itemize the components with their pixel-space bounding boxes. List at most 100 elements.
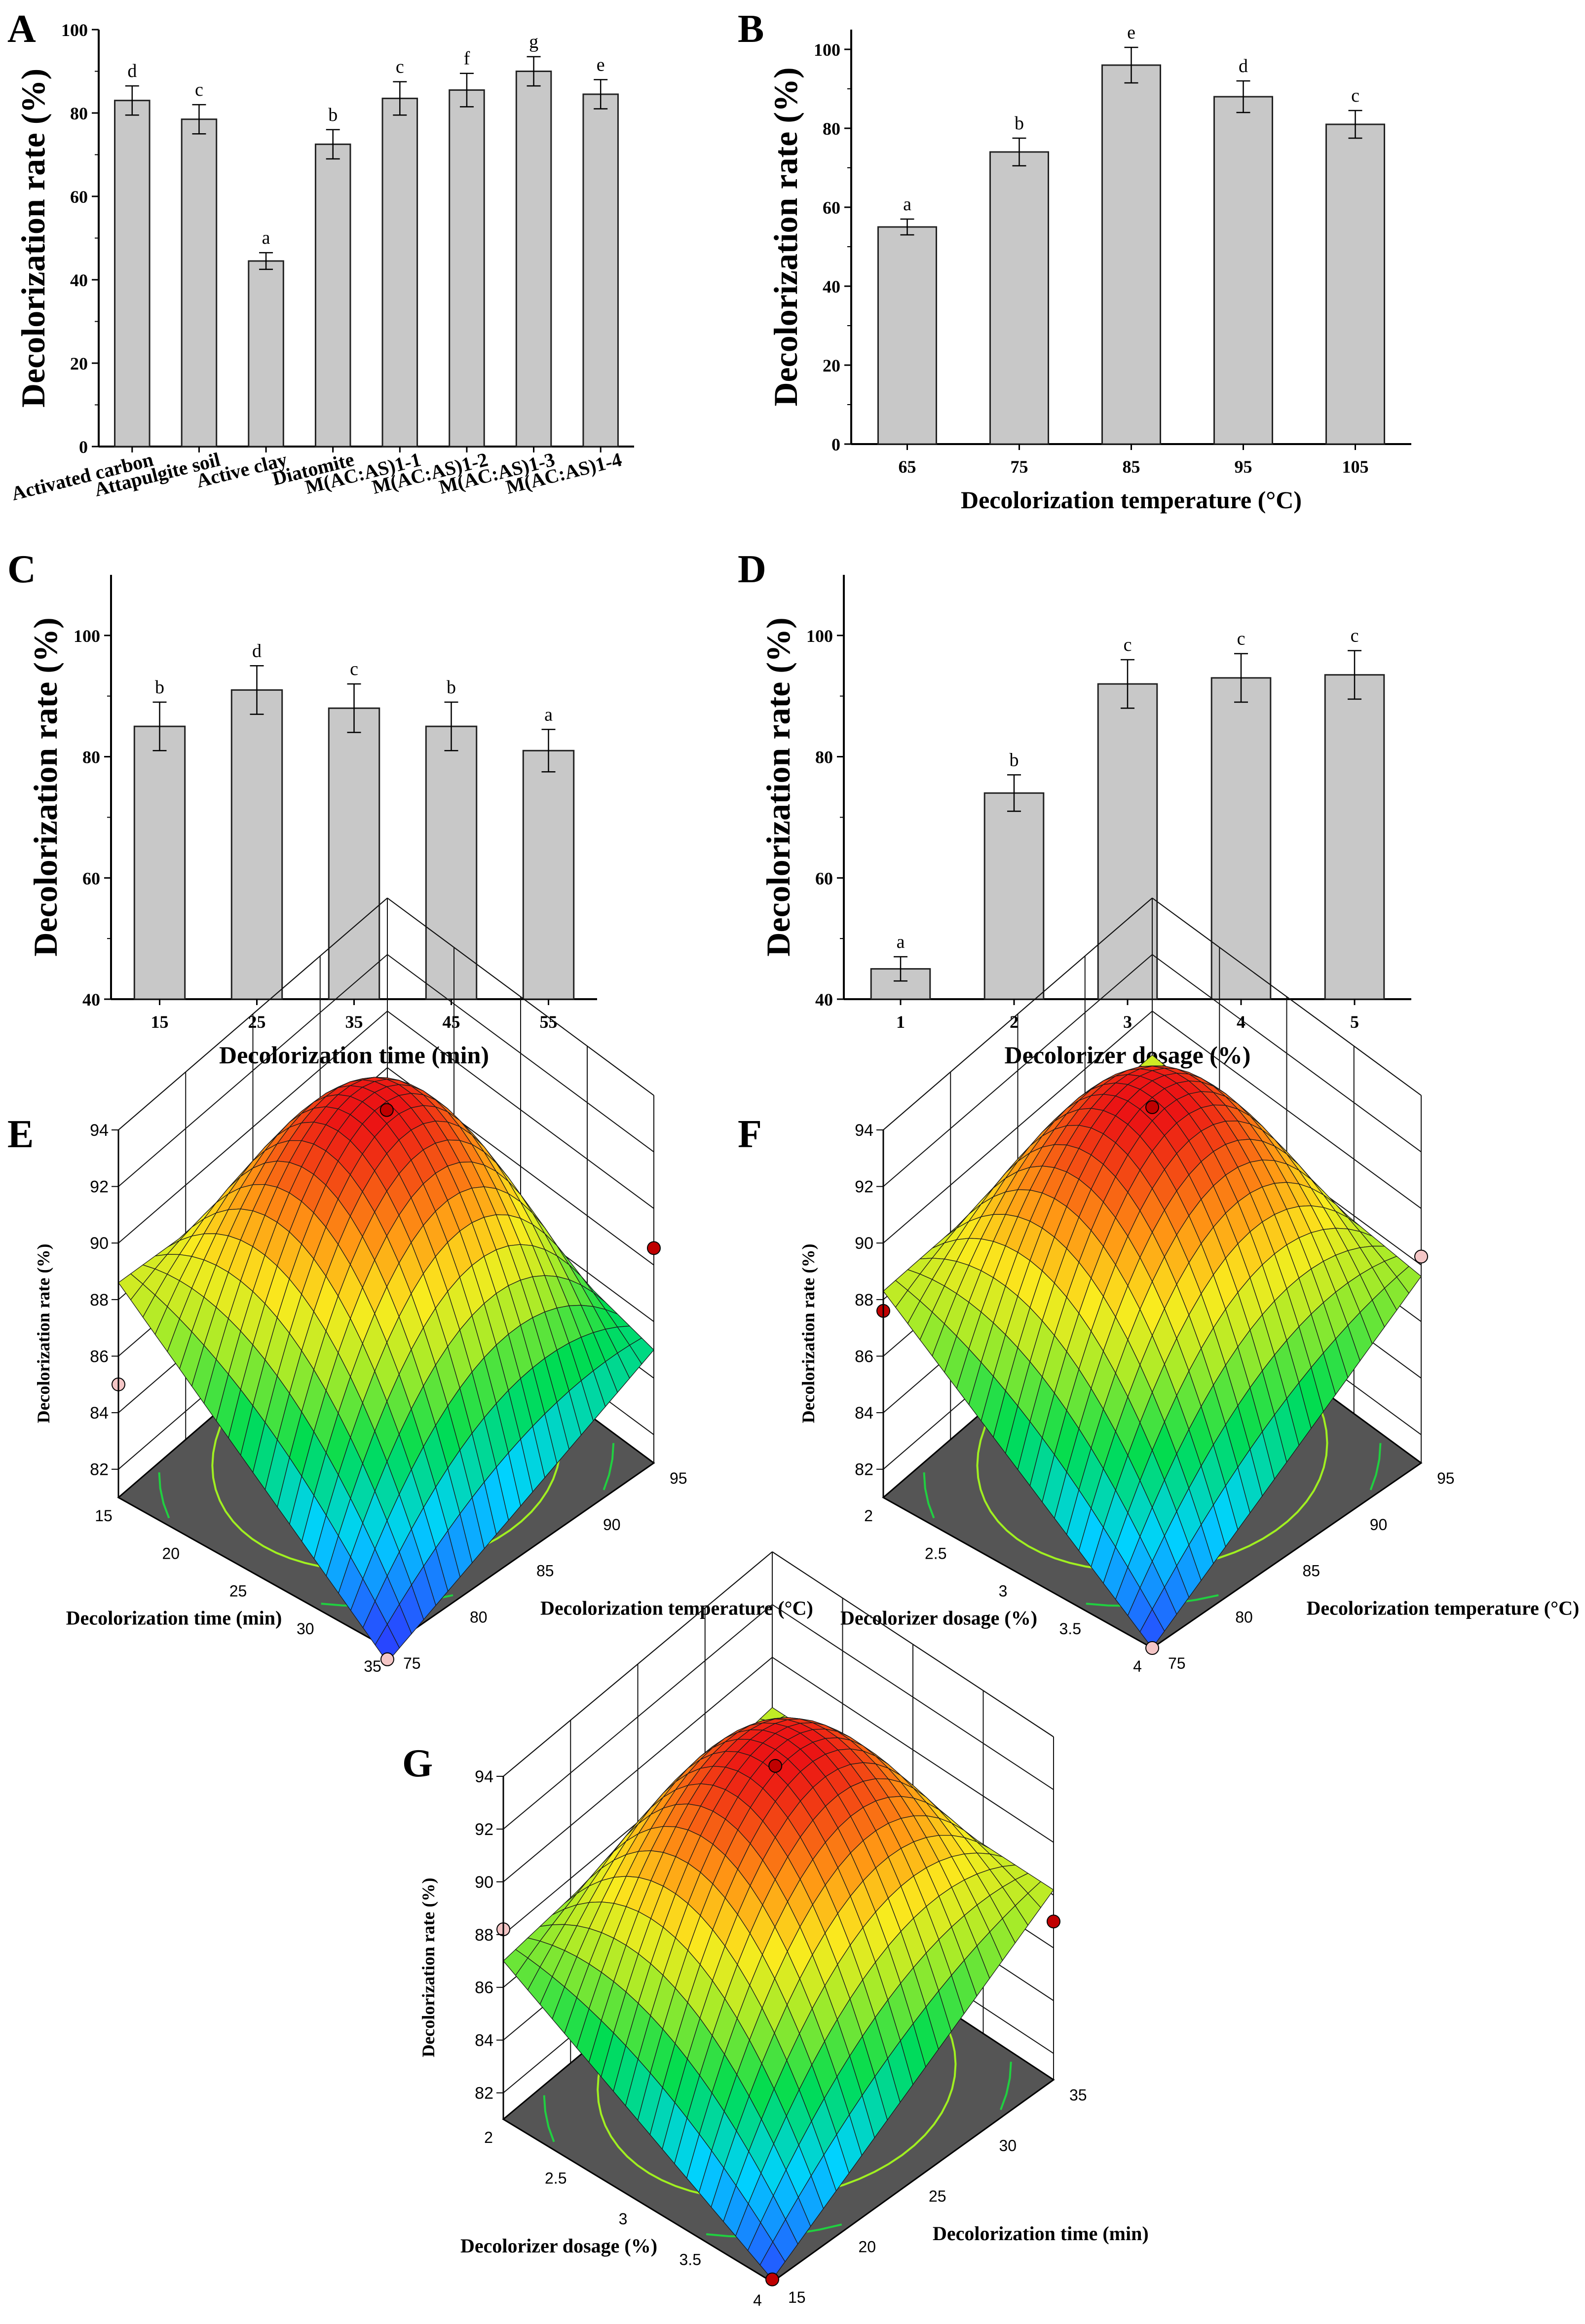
wall-grid-line [387,954,654,1153]
y-tick-label: 60 [815,868,833,888]
y-tick-label: 60 [70,187,88,207]
x-tick-label: 2 [864,1507,873,1525]
x-tick-label: 3.5 [1059,1620,1081,1638]
z-tick-label: 86 [855,1347,873,1366]
z-tick-label: 92 [90,1178,109,1197]
bar [328,707,380,1000]
x-tick-label: 3 [1123,1012,1132,1032]
bar [230,689,283,1000]
wall-grid-line [387,1011,654,1209]
panel-d: D 40 60 80 100 Decolorization rate (%) a 1 b 2 c 3 c… [738,548,1411,1069]
z-tick-label: 84 [855,1404,873,1423]
x-tick-label: 4 [1133,1657,1142,1675]
panel-c: C 40 60 80 100 Decolorization rate (%) b 15 d 25 c… [7,548,597,1069]
y-tick-label: 25 [929,2187,946,2205]
significance-letter: b [1010,750,1019,770]
z-tick-label: 94 [90,1121,109,1140]
y-tick-label: 95 [1437,1469,1455,1487]
x-axis-title: Decolorization time (min) [66,1607,282,1629]
y-tick-label: 100 [74,626,100,646]
x-tick-label: 85 [1123,457,1140,477]
bar [181,118,218,448]
bar [983,792,1045,1000]
contour-line [543,2095,555,2142]
design-point [1145,1100,1159,1114]
y-axis-title: Decolorization rate (%) [759,617,797,956]
wall-grid-line [883,954,1153,1187]
significance-letter: g [529,32,538,52]
x-axis-title: Decolorizer dosage (%) [840,1607,1037,1629]
x-tick-label: 2.5 [925,1544,946,1562]
wall-grid-line [883,1011,1153,1243]
z-tick-label: 82 [855,1461,873,1479]
x-tick-label: 35 [364,1657,381,1675]
contour-line [923,1472,935,1519]
y-tick-label: 95 [670,1469,687,1487]
bar [522,750,575,1000]
significance-letter: c [195,79,203,100]
significance-letter: d [252,640,262,661]
z-tick-label: 94 [855,1121,873,1140]
contour-line [1369,1443,1382,1491]
y-tick-label: 20 [70,354,88,374]
x-tick-label: 1 [896,1012,905,1032]
design-point [1414,1249,1428,1264]
bar [114,100,151,448]
x-tick-label: 15 [95,1507,113,1525]
design-point [1145,1641,1159,1655]
bar [582,93,619,448]
significance-letter: a [903,194,911,215]
significance-letter: a [544,704,553,725]
x-tick-label: 105 [1342,457,1369,477]
y-tick-label: 40 [815,990,833,1010]
design-point [379,1103,394,1117]
panel-label-a: A [7,7,36,51]
significance-letter: c [350,659,358,679]
x-axis-title: Decolorizer dosage (%) [460,2235,657,2257]
y-tick-label: 85 [1303,1562,1321,1580]
significance-letter: c [1124,635,1132,655]
wall-grid-line [503,1551,773,1777]
design-point [380,1652,394,1666]
y-tick-label: 80 [82,748,100,767]
z-axis-title: Decolorization rate (%) [418,1878,438,2058]
significance-letter: a [262,227,270,248]
wall-grid-line [118,954,388,1187]
x-tick-label: 4 [753,2291,762,2309]
z-tick-label: 92 [855,1178,873,1197]
z-tick-label: 82 [90,1461,109,1479]
significance-letter: b [328,105,338,125]
z-tick-label: 86 [90,1347,109,1366]
z-tick-label: 86 [475,1979,493,1997]
significance-letter: d [127,61,137,81]
z-tick-label: 88 [475,1926,493,1945]
x-tick-label: 75 [1011,457,1028,477]
bar [1324,674,1385,1000]
y-tick-label: 100 [806,626,833,646]
z-tick-label: 90 [90,1234,109,1253]
wall-grid-line [883,898,1153,1130]
wall-grid-line [387,898,654,1096]
y-tick-label: 80 [470,1608,488,1626]
significance-letter: f [464,48,470,69]
surface-cell [375,1623,400,1663]
y-tick-label: 20 [823,356,840,375]
y-tick-label: 90 [603,1516,621,1534]
design-point [765,2272,779,2287]
wall-grid-line [772,1604,1054,1790]
wall-grid-line [118,1011,388,1243]
z-tick-label: 84 [90,1404,109,1423]
x-tick-label: 25 [248,1012,266,1032]
y-tick-label: 75 [403,1654,421,1672]
significance-letter: e [597,54,605,75]
design-point [1047,1914,1060,1929]
bar [1213,96,1274,445]
panel-label-c: C [7,548,36,591]
wall-grid-line [1152,898,1422,1096]
y-tick-label: 80 [70,104,88,123]
bar [425,725,478,1000]
y-tick-label: 60 [82,868,100,888]
x-tick-label: 25 [229,1582,247,1600]
bar [1325,123,1386,445]
